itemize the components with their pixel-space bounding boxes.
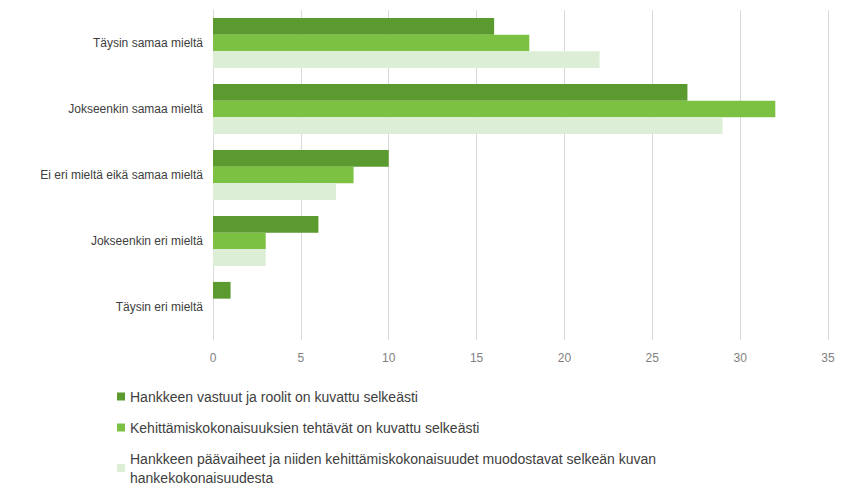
svg-text:30: 30 bbox=[733, 351, 747, 365]
svg-text:Jokseenkin eri mieltä: Jokseenkin eri mieltä bbox=[91, 234, 203, 248]
svg-text:hankekokonaisuudesta: hankekokonaisuudesta bbox=[130, 470, 273, 486]
svg-text:0: 0 bbox=[210, 351, 217, 365]
svg-text:Täysin samaa mieltä: Täysin samaa mieltä bbox=[93, 36, 203, 50]
svg-text:5: 5 bbox=[298, 351, 305, 365]
svg-text:Hankkeen päävaiheet ja niiden: Hankkeen päävaiheet ja niiden kehittämis… bbox=[130, 451, 660, 467]
svg-text:15: 15 bbox=[470, 351, 484, 365]
svg-text:35: 35 bbox=[821, 351, 835, 365]
svg-text:20: 20 bbox=[558, 351, 572, 365]
svg-text:10: 10 bbox=[382, 351, 396, 365]
svg-text:25: 25 bbox=[646, 351, 660, 365]
svg-text:Jokseenkin samaa mieltä: Jokseenkin samaa mieltä bbox=[68, 102, 203, 116]
svg-text:Hankkeen vastuut ja roolit on: Hankkeen vastuut ja roolit on kuvattu se… bbox=[130, 389, 418, 405]
svg-text:Ei eri mieltä eikä samaa mielt: Ei eri mieltä eikä samaa mieltä bbox=[40, 168, 203, 182]
svg-text:Täysin eri mieltä: Täysin eri mieltä bbox=[116, 300, 204, 314]
svg-text:Kehittämiskokonaisuuksien teht: Kehittämiskokonaisuuksien tehtävät on ku… bbox=[130, 420, 479, 436]
